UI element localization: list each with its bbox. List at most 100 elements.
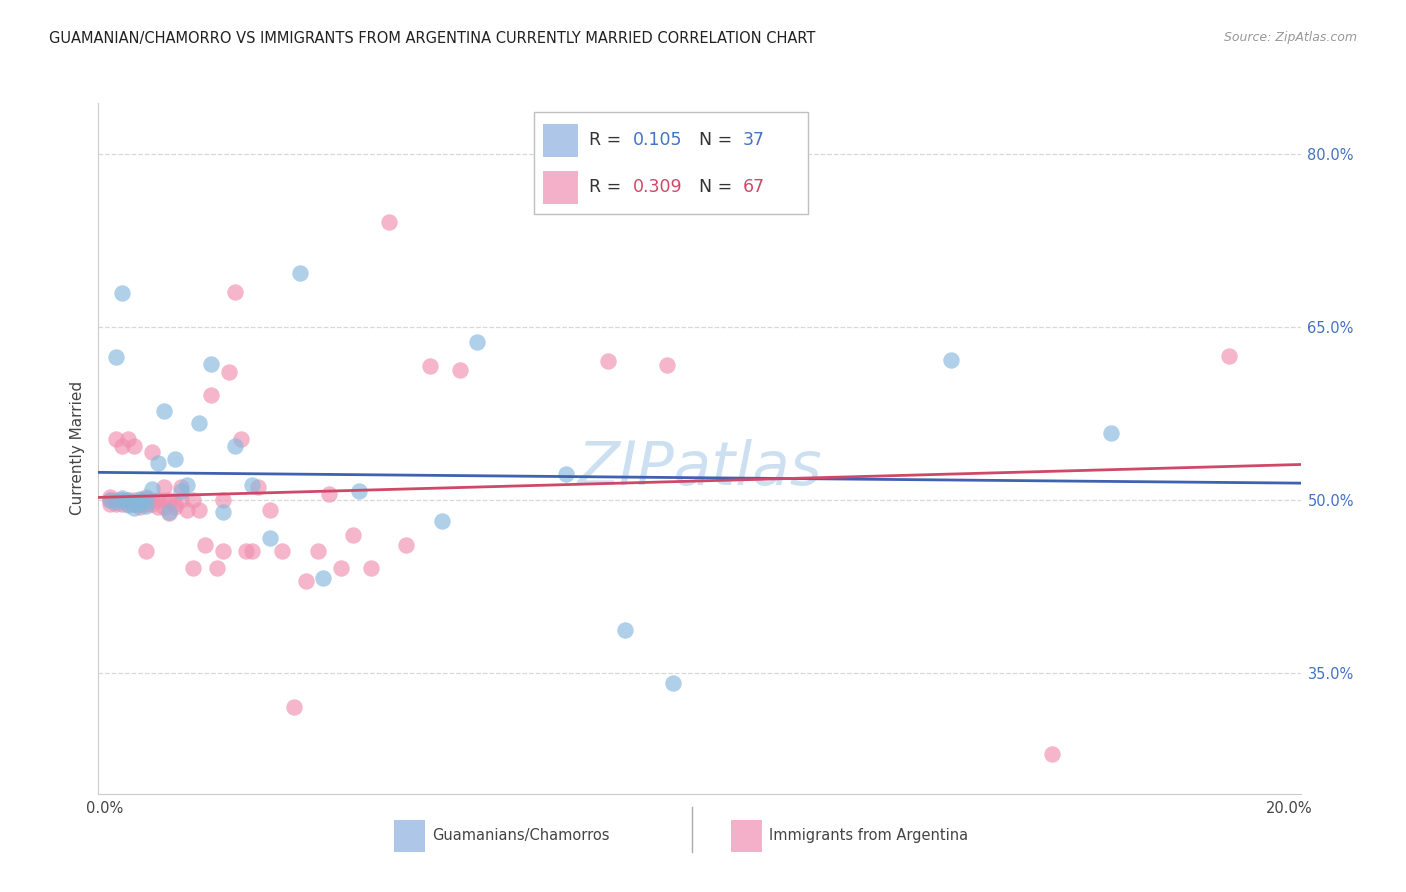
Point: [98, 496, 121, 510]
Point: [941, 352, 963, 367]
Point: [117, 496, 139, 510]
Point: [596, 353, 619, 368]
Point: [105, 350, 128, 364]
Point: [111, 493, 134, 508]
Point: [430, 514, 453, 528]
Point: [307, 543, 329, 558]
Point: [165, 451, 187, 466]
Point: [224, 285, 246, 299]
Point: [141, 444, 163, 458]
Point: [247, 480, 270, 494]
Point: [330, 561, 353, 575]
Y-axis label: Currently Married: Currently Married: [69, 381, 84, 516]
Point: [200, 357, 222, 371]
Point: [135, 499, 157, 513]
Point: [122, 439, 145, 453]
Point: [152, 480, 174, 494]
Point: [218, 365, 240, 379]
Point: [1218, 349, 1240, 363]
Text: N =: N =: [699, 131, 738, 149]
Point: [242, 478, 264, 492]
Point: [165, 496, 187, 510]
Point: [152, 493, 174, 508]
Point: [1040, 747, 1063, 761]
Point: [211, 543, 233, 558]
Text: GUAMANIAN/CHAMORRO VS IMMIGRANTS FROM ARGENTINA CURRENTLY MARRIED CORRELATION CH: GUAMANIAN/CHAMORRO VS IMMIGRANTS FROM AR…: [49, 31, 815, 46]
Point: [342, 527, 364, 541]
Point: [135, 490, 157, 504]
Point: [159, 506, 181, 520]
Point: [467, 335, 489, 350]
Point: [152, 404, 174, 418]
Bar: [543, 124, 578, 157]
Point: [294, 574, 316, 588]
Point: [122, 501, 145, 516]
Point: [318, 487, 340, 501]
Point: [188, 416, 211, 430]
Point: [105, 493, 128, 508]
Point: [111, 493, 134, 508]
Text: 0.105: 0.105: [633, 131, 682, 149]
Point: [146, 500, 169, 514]
Point: [111, 285, 134, 300]
Point: [235, 543, 257, 558]
Text: 37: 37: [742, 131, 765, 149]
Point: [224, 439, 246, 453]
Point: [128, 500, 150, 514]
Point: [105, 495, 128, 509]
Point: [165, 500, 187, 514]
Point: [288, 266, 311, 280]
Text: 67: 67: [742, 178, 765, 196]
Point: [176, 503, 198, 517]
Point: [1099, 426, 1122, 441]
Point: [312, 571, 335, 585]
Point: [555, 467, 578, 481]
Point: [122, 496, 145, 510]
Text: R =: R =: [589, 131, 627, 149]
Point: [200, 388, 222, 402]
Text: R =: R =: [589, 178, 627, 196]
Point: [159, 505, 181, 519]
Point: [194, 538, 217, 552]
Point: [146, 493, 169, 508]
Text: 0.309: 0.309: [633, 178, 682, 196]
Point: [117, 493, 139, 508]
Point: [105, 496, 128, 510]
Text: ZIPatlas: ZIPatlas: [578, 440, 821, 499]
Point: [655, 358, 678, 372]
Point: [111, 491, 134, 505]
Point: [395, 538, 418, 552]
Point: [141, 496, 163, 510]
Point: [135, 496, 157, 510]
Point: [128, 496, 150, 510]
Point: [377, 215, 399, 229]
Point: [347, 483, 370, 498]
Point: [141, 493, 163, 508]
Point: [283, 700, 305, 714]
Text: N =: N =: [699, 178, 738, 196]
Point: [135, 543, 157, 558]
Text: Immigrants from Argentina: Immigrants from Argentina: [769, 829, 969, 843]
Point: [271, 543, 294, 558]
Point: [188, 503, 211, 517]
Point: [122, 496, 145, 510]
Point: [111, 439, 134, 453]
Point: [128, 493, 150, 508]
Point: [128, 491, 150, 506]
Point: [98, 490, 121, 504]
Point: [419, 359, 441, 374]
Point: [176, 478, 198, 492]
Point: [98, 493, 121, 508]
Point: [159, 493, 181, 508]
Point: [170, 493, 193, 508]
Bar: [543, 171, 578, 204]
Point: [146, 456, 169, 470]
Point: [662, 676, 685, 690]
Point: [360, 561, 382, 575]
Text: Guamanians/Chamorros: Guamanians/Chamorros: [432, 829, 609, 843]
Point: [98, 493, 121, 508]
FancyBboxPatch shape: [534, 112, 808, 214]
Point: [211, 493, 233, 508]
Point: [117, 498, 139, 512]
Point: [242, 543, 264, 558]
